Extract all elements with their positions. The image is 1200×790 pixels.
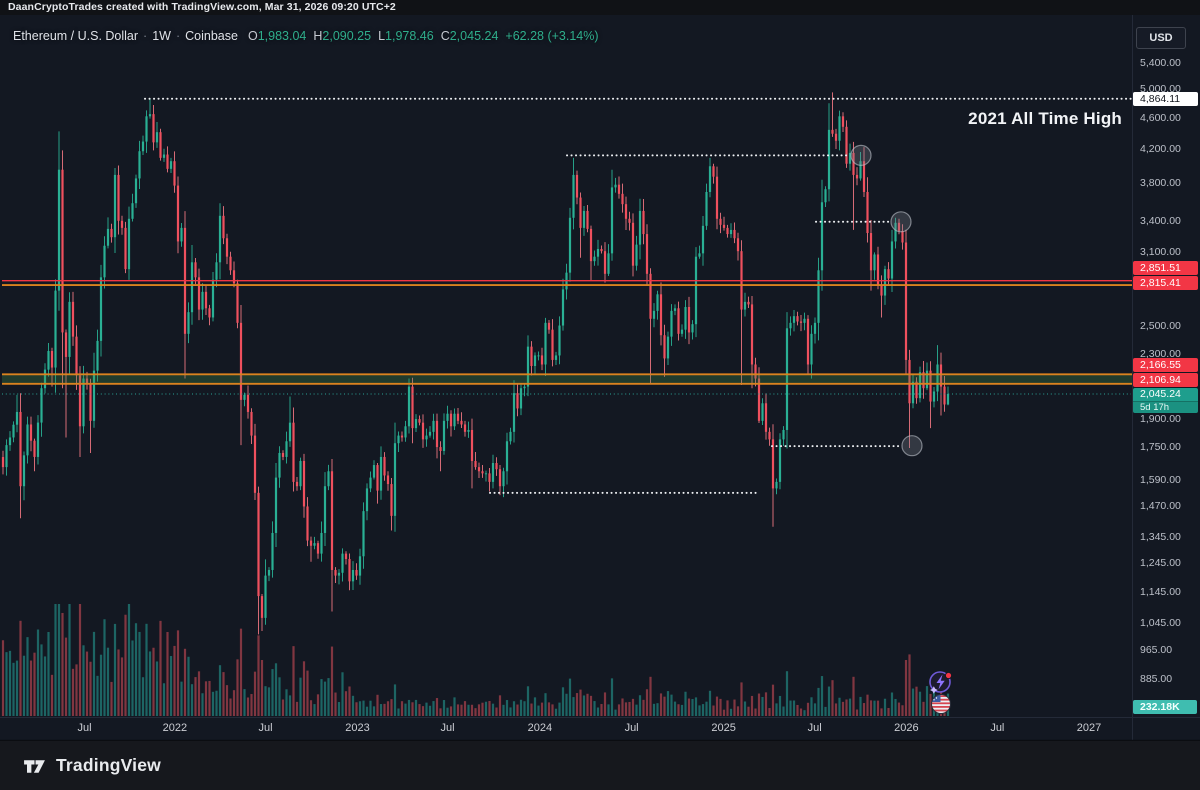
time-tick: 2026 — [894, 722, 919, 734]
currency-toggle-usd[interactable]: USD — [1136, 27, 1186, 49]
us-flag-event-icon[interactable] — [931, 694, 951, 714]
time-tick: Jul — [807, 722, 822, 734]
legend-separator: · — [175, 29, 181, 43]
ath-price-badge: 4,864.11 — [1133, 92, 1198, 106]
ohlc-values: O1,983.04 H2,090.25 L1,978.46 C2,045.24 … — [248, 29, 599, 43]
price-tick: 3,800.00 — [1140, 176, 1181, 189]
volume-badge: 232.18K — [1133, 700, 1197, 714]
price-tick: 1,145.00 — [1140, 585, 1181, 598]
price-pane[interactable] — [0, 15, 1200, 741]
time-tick: 2025 — [711, 722, 736, 734]
circle-marker[interactable] — [901, 435, 923, 457]
brand-name[interactable]: TradingView — [56, 755, 161, 775]
low-label: L — [378, 29, 386, 43]
time-tick: Jul — [990, 722, 1005, 734]
price-tick: 3,100.00 — [1140, 246, 1181, 259]
price-tick: 3,400.00 — [1140, 214, 1181, 227]
time-tick: 2024 — [527, 722, 553, 734]
event-markers — [929, 671, 953, 714]
time-tick: Jul — [624, 722, 639, 734]
price-tick: 1,470.00 — [1140, 500, 1181, 513]
price-tick: 4,200.00 — [1140, 142, 1181, 155]
price-tick: 1,345.00 — [1140, 530, 1181, 543]
low-value: 1,978.46 — [385, 29, 434, 43]
legend-separator: · — [143, 29, 148, 43]
price-label-badge: 2,106.94 — [1133, 373, 1198, 387]
current-price-value: 2,045.24 — [1133, 388, 1198, 401]
circle-marker[interactable] — [850, 144, 872, 166]
close-value: 2,045.24 — [449, 29, 499, 43]
price-tick: 1,245.00 — [1140, 557, 1181, 570]
time-tick: Jul — [440, 722, 455, 734]
lightning-event-icon[interactable] — [929, 671, 953, 694]
high-value: 2,090.25 — [322, 29, 372, 43]
current-price-badge: 2,045.24 5d 17h — [1133, 388, 1198, 413]
time-tick: 2022 — [162, 722, 188, 734]
volume-series — [1, 604, 950, 716]
open-value: 1,983.04 — [257, 29, 307, 43]
price-tick: 2,500.00 — [1140, 319, 1181, 332]
price-label-badge: 2,851.51 — [1133, 261, 1198, 275]
time-tick: 2027 — [1076, 722, 1102, 734]
price-tick: 885.00 — [1140, 673, 1173, 686]
ath-annotation[interactable]: 2021 All Time High — [968, 109, 1122, 128]
time-tick: Jul — [77, 722, 92, 734]
attribution-text: DaanCryptoTrades created with TradingVie… — [8, 1, 396, 13]
circle-marker[interactable] — [890, 211, 912, 233]
price-tick: 1,045.00 — [1140, 616, 1181, 629]
symbol-legend: Ethereum / U.S. Dollar · 1W · Coinbase O… — [13, 29, 599, 43]
price-label-badge: 2,815.41 — [1133, 276, 1198, 290]
open-label: O — [247, 29, 258, 43]
price-label-badge: 2,166.55 — [1133, 358, 1198, 372]
plot-layer — [1, 92, 1132, 716]
price-tick: 1,750.00 — [1140, 441, 1181, 454]
time-tick: Jul — [258, 722, 273, 734]
price-tick: 5,400.00 — [1140, 57, 1181, 70]
high-label: H — [313, 29, 323, 43]
price-tick: 1,900.00 — [1140, 413, 1181, 426]
attribution-bar: DaanCryptoTrades created with TradingVie… — [0, 0, 1200, 15]
exchange-name[interactable]: Coinbase — [185, 29, 238, 43]
candle-countdown: 5d 17h — [1133, 401, 1198, 413]
price-tick: 2,300.00 — [1140, 347, 1181, 360]
change-value: +62.28 (+3.14%) — [505, 29, 599, 43]
close-label: C — [440, 29, 450, 43]
supply-zone[interactable] — [2, 374, 1132, 384]
candle-series — [1, 92, 950, 635]
symbol-title[interactable]: Ethereum / U.S. Dollar — [13, 29, 139, 43]
price-tick: 965.00 — [1140, 643, 1173, 656]
time-tick: 2023 — [345, 722, 370, 734]
price-tick: 4,600.00 — [1140, 111, 1181, 124]
red-notification-dot — [944, 671, 953, 680]
tradingview-logo-icon[interactable] — [22, 753, 47, 778]
interval-value[interactable]: 1W — [152, 29, 171, 43]
chart-panel — [0, 15, 1200, 741]
price-tick: 1,590.00 — [1140, 473, 1181, 486]
footer-bar: TradingView — [0, 741, 1200, 790]
